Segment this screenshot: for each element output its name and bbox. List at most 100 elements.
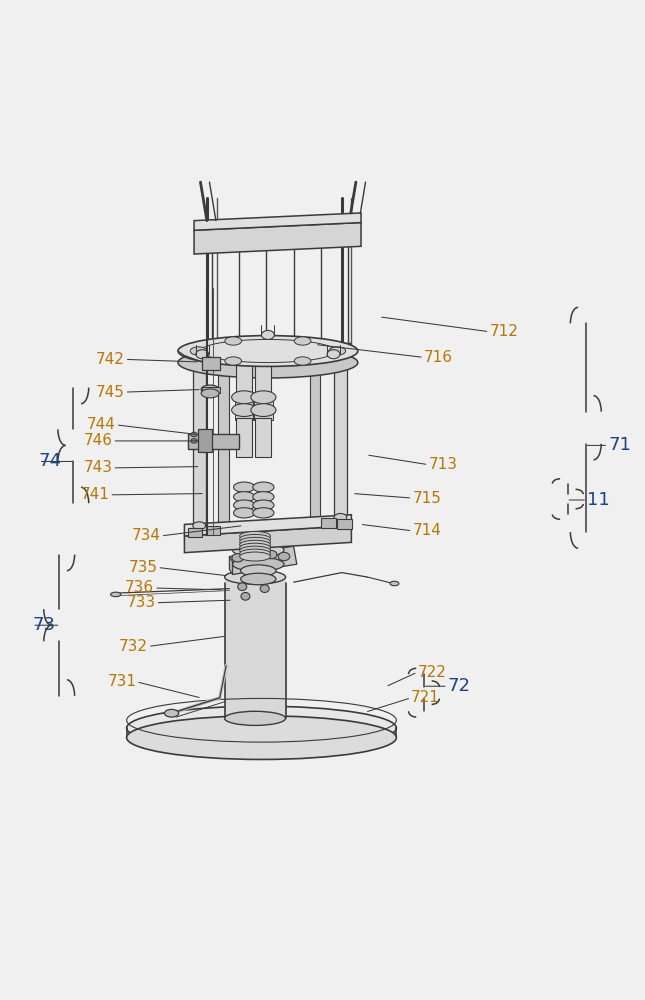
Text: 736: 736 xyxy=(125,580,154,595)
Ellipse shape xyxy=(310,346,320,352)
Bar xyxy=(235,397,253,420)
Polygon shape xyxy=(230,557,233,574)
Polygon shape xyxy=(184,526,352,553)
Ellipse shape xyxy=(233,557,284,571)
Ellipse shape xyxy=(232,391,257,404)
Ellipse shape xyxy=(327,350,340,359)
Ellipse shape xyxy=(201,385,219,394)
Text: 722: 722 xyxy=(417,665,446,680)
Ellipse shape xyxy=(196,350,209,359)
Ellipse shape xyxy=(390,581,399,586)
Ellipse shape xyxy=(240,546,270,555)
Text: 734: 734 xyxy=(132,528,161,543)
Bar xyxy=(206,526,221,535)
Ellipse shape xyxy=(241,592,250,600)
Ellipse shape xyxy=(334,513,347,521)
Text: 743: 743 xyxy=(83,460,112,475)
Ellipse shape xyxy=(233,500,255,510)
Text: 716: 716 xyxy=(424,350,453,365)
Ellipse shape xyxy=(240,534,270,543)
Text: 712: 712 xyxy=(490,324,519,339)
Bar xyxy=(255,418,272,457)
Text: 733: 733 xyxy=(126,595,155,610)
Ellipse shape xyxy=(224,570,286,584)
Ellipse shape xyxy=(261,330,274,339)
Ellipse shape xyxy=(219,352,229,359)
Ellipse shape xyxy=(253,508,274,518)
Ellipse shape xyxy=(240,531,270,540)
Ellipse shape xyxy=(241,565,276,576)
Ellipse shape xyxy=(240,537,270,546)
Bar xyxy=(236,357,252,418)
Polygon shape xyxy=(230,546,297,574)
Bar xyxy=(254,397,273,420)
Ellipse shape xyxy=(193,522,206,530)
Ellipse shape xyxy=(233,508,255,518)
Ellipse shape xyxy=(278,552,290,561)
Ellipse shape xyxy=(240,552,270,561)
Text: 721: 721 xyxy=(411,690,440,705)
Text: 73: 73 xyxy=(32,616,55,634)
Ellipse shape xyxy=(190,347,207,355)
Text: 742: 742 xyxy=(96,352,124,367)
Ellipse shape xyxy=(260,585,269,592)
Ellipse shape xyxy=(178,336,358,366)
Polygon shape xyxy=(194,223,361,254)
Ellipse shape xyxy=(253,492,274,502)
Ellipse shape xyxy=(110,592,121,597)
Ellipse shape xyxy=(251,391,276,404)
Text: 714: 714 xyxy=(412,523,441,538)
Ellipse shape xyxy=(240,543,270,552)
Ellipse shape xyxy=(233,482,255,492)
Ellipse shape xyxy=(191,439,197,443)
Text: 731: 731 xyxy=(107,674,136,689)
Bar xyxy=(219,356,229,526)
Text: 746: 746 xyxy=(83,433,112,448)
Bar xyxy=(202,387,220,393)
Ellipse shape xyxy=(240,540,270,549)
Ellipse shape xyxy=(253,500,274,510)
Bar xyxy=(224,577,286,718)
Bar xyxy=(198,429,212,452)
Ellipse shape xyxy=(178,347,358,378)
Ellipse shape xyxy=(253,482,274,492)
Ellipse shape xyxy=(238,583,247,591)
Ellipse shape xyxy=(233,492,255,502)
Ellipse shape xyxy=(294,357,311,365)
Ellipse shape xyxy=(126,706,397,750)
Ellipse shape xyxy=(224,711,286,725)
Ellipse shape xyxy=(240,549,270,558)
Bar xyxy=(255,357,272,418)
Ellipse shape xyxy=(233,543,284,557)
Ellipse shape xyxy=(329,347,346,355)
Text: 72: 72 xyxy=(448,677,471,695)
Polygon shape xyxy=(184,515,352,536)
Bar xyxy=(337,519,352,529)
Text: 713: 713 xyxy=(428,457,457,472)
Text: 74: 74 xyxy=(39,452,62,470)
Text: 744: 744 xyxy=(87,417,115,432)
Ellipse shape xyxy=(232,404,257,417)
Text: 735: 735 xyxy=(128,560,157,575)
Ellipse shape xyxy=(334,342,347,350)
Ellipse shape xyxy=(193,350,206,357)
Bar xyxy=(193,354,206,526)
Bar xyxy=(334,346,347,517)
Ellipse shape xyxy=(164,709,179,717)
Text: 715: 715 xyxy=(412,491,441,506)
Bar xyxy=(236,418,252,457)
Text: 71: 71 xyxy=(608,436,631,454)
Ellipse shape xyxy=(225,337,242,345)
Bar xyxy=(321,518,336,528)
Polygon shape xyxy=(194,213,361,230)
Bar xyxy=(310,349,320,517)
Ellipse shape xyxy=(265,550,277,559)
Ellipse shape xyxy=(294,337,311,345)
Ellipse shape xyxy=(251,404,276,417)
Text: 741: 741 xyxy=(81,487,109,502)
Ellipse shape xyxy=(126,716,397,759)
Text: 11: 11 xyxy=(587,491,610,509)
Ellipse shape xyxy=(191,432,197,437)
Text: 732: 732 xyxy=(119,639,148,654)
Ellipse shape xyxy=(241,573,276,585)
